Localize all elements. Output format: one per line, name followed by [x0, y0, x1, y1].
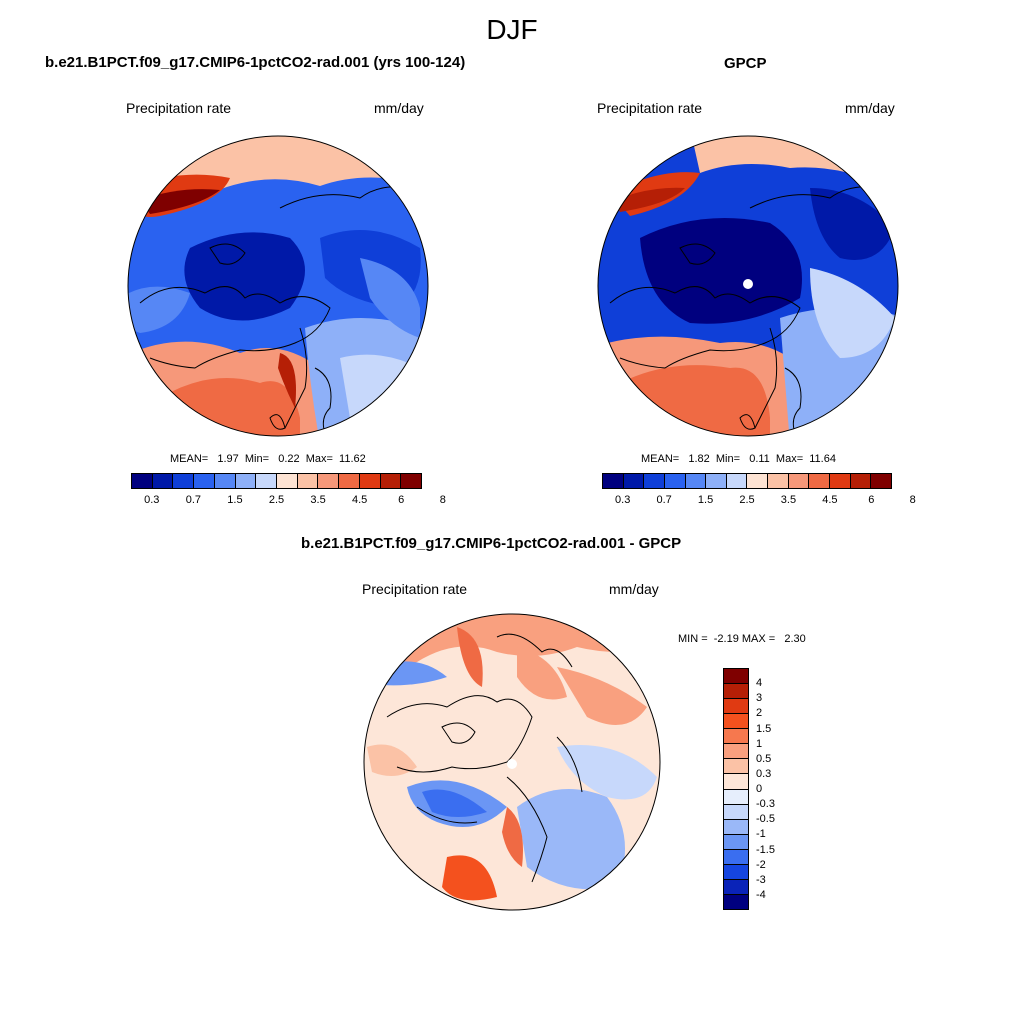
panel3-colorbar-tick-label: 2: [756, 707, 763, 720]
panel3-colorbar-tick-label: -1.5: [756, 843, 775, 856]
panel3-colorbar-swatch: [724, 849, 748, 865]
panel3-colorbar-swatch: [724, 714, 748, 730]
panel3-colorbar-swatch: [724, 894, 748, 909]
panel1-colorbar-swatch: [152, 474, 174, 488]
panel3-colorbar-swatch: [724, 789, 748, 805]
panel1-colorbar-swatch: [256, 474, 278, 488]
panel3-colorbar-tick-label: -2: [756, 858, 766, 871]
panel2-colorbar-tick-label: 0.3: [615, 494, 631, 506]
panel3-colorbar-tick-label: -0.5: [756, 813, 775, 826]
panel3-colorbar-tick-label: 4: [756, 677, 763, 690]
panel2-colorbar-labels: 0.3 0.7 1.5 2.5 3.5 4.5 6 8: [602, 494, 916, 508]
panel2-stats: MEAN= 1.82 Min= 0.11 Max= 11.64: [641, 453, 836, 465]
figure-title: DJF: [486, 14, 538, 45]
panel1-colorbar-swatch: [132, 474, 153, 488]
panel3-colorbar-swatch: [724, 834, 748, 850]
panel2-colorbar-tick-label: 2.5: [739, 494, 755, 506]
panel2-polar-map: [597, 135, 899, 437]
panel1-colorbar-tick-label: 8: [439, 494, 446, 506]
panel3-variable-label: Precipitation rate: [362, 581, 468, 597]
panel1-colorbar-swatch: [380, 474, 402, 488]
panel1-colorbar: [131, 473, 422, 489]
panel2-colorbar-swatch: [644, 474, 665, 488]
panel1-variable-label: Precipitation rate: [126, 100, 232, 116]
panel1-colorbar-tick-label: 0.7: [185, 494, 201, 506]
panel2-colorbar-swatch: [871, 474, 891, 488]
panel1-colorbar-swatch: [235, 474, 257, 488]
panel3-colorbar-swatch: [724, 879, 748, 895]
panel3-colorbar-tick-label: 0.5: [756, 752, 772, 765]
panel2-colorbar-swatch: [747, 474, 769, 488]
panel2-colorbar-swatch: [664, 474, 686, 488]
panel1-colorbar-tick-label: 6: [398, 494, 405, 506]
panel1-colorbar-swatch: [401, 474, 422, 488]
panel2-colorbar-swatch: [850, 474, 872, 488]
panel1-colorbar-swatch: [318, 474, 340, 488]
panel3-colorbar-swatch: [724, 729, 748, 745]
panel2-colorbar-tick-label: 6: [868, 494, 875, 506]
panel1-colorbar-tick-label: 0.3: [144, 494, 160, 506]
panel2-colorbar: [602, 473, 892, 489]
panel2-colorbar-tick-label: 8: [909, 494, 916, 506]
panel2-colorbar-swatch: [768, 474, 789, 488]
panel3-colorbar-labels: 4 3 2 1.5 1 0.5 0.3 0 -0.3 -0.5 -1 -1.5 -2 -3 -4: [756, 668, 796, 910]
panel1-colorbar-swatch: [214, 474, 236, 488]
panel3-colorbar-swatch: [724, 774, 748, 790]
panel2-colorbar-tick-label: 1.5: [697, 494, 714, 506]
panel3-colorbar-tick-label: 1: [756, 737, 763, 750]
panel3-title: b.e21.B1PCT.f09_g17.CMIP6-1pctCO2-rad.00…: [301, 535, 682, 552]
panel1-title: b.e21.B1PCT.f09_g17.CMIP6-1pctCO2-rad.00…: [45, 54, 466, 71]
panel1-colorbar-swatch: [297, 474, 319, 488]
panel3-colorbar-tick-label: 1.5: [756, 722, 772, 735]
panel3-polar-map: [363, 613, 661, 911]
panel2-units-label: mm/day: [845, 100, 895, 116]
panel3-colorbar-tick-label: 0.3: [756, 767, 772, 780]
panel2-colorbar-tick-label: 4.5: [822, 494, 838, 506]
panel3-colorbar-tick-label: 0: [756, 783, 763, 795]
panel1-colorbar-swatch: [173, 474, 195, 488]
panel2-colorbar-swatch: [726, 474, 748, 488]
panel1-colorbar-swatch: [277, 474, 298, 488]
panel3-colorbar-swatch: [724, 819, 748, 835]
panel1-colorbar-tick-label: 2.5: [268, 494, 285, 506]
panel3-colorbar-swatch: [724, 864, 748, 880]
panel1-colorbar-swatch: [339, 474, 360, 488]
panel2-colorbar-tick-label: 0.7: [656, 494, 672, 506]
panel1-colorbar-tick-label: 1.5: [227, 494, 243, 506]
panel2-colorbar-swatch: [685, 474, 707, 488]
panel3-colorbar-tick-label: 3: [756, 692, 763, 705]
panel3-units-label: mm/day: [609, 581, 659, 597]
panel1-colorbar-swatch: [194, 474, 215, 488]
panel2-colorbar-swatch: [706, 474, 727, 488]
panel3-colorbar-swatch: [724, 744, 748, 760]
panel2-colorbar-swatch: [603, 474, 624, 488]
panel2-variable-label: Precipitation rate: [597, 100, 703, 116]
panel2-colorbar-swatch: [830, 474, 851, 488]
panel2-colorbar-swatch: [623, 474, 645, 488]
panel1-colorbar-tick-label: 4.5: [351, 494, 368, 506]
panel3-colorbar-tick-label: -3: [756, 873, 766, 886]
panel2-title: GPCP: [724, 55, 767, 72]
panel3-colorbar-swatch: [724, 759, 748, 775]
panel3-colorbar-swatch: [724, 669, 748, 685]
panel1-units-label: mm/day: [374, 100, 424, 116]
panel2-colorbar-swatch: [788, 474, 810, 488]
panel3-colorbar-tick-label: -4: [756, 888, 766, 901]
panel3-stats: MIN = -2.19 MAX = 2.30: [678, 633, 806, 645]
panel1-colorbar-labels: 0.3 0.7 1.5 2.5 3.5 4.5 6 8: [131, 494, 446, 508]
panel3-colorbar-swatch: [724, 699, 748, 715]
panel2-colorbar-swatch: [809, 474, 831, 488]
panel3-colorbar-swatch: [724, 684, 748, 700]
panel3-colorbar-swatch: [724, 804, 748, 820]
panel2-colorbar-tick-label: 3.5: [780, 494, 797, 506]
panel1-colorbar-swatch: [359, 474, 381, 488]
panel3-colorbar-tick-label: -0.3: [756, 798, 775, 811]
panel1-stats: MEAN= 1.97 Min= 0.22 Max= 11.62: [170, 453, 366, 465]
panel1-polar-map: [127, 135, 429, 437]
panel3-colorbar: [723, 668, 749, 910]
panel1-colorbar-tick-label: 3.5: [310, 494, 326, 506]
panel3-colorbar-tick-label: -1: [756, 828, 766, 841]
